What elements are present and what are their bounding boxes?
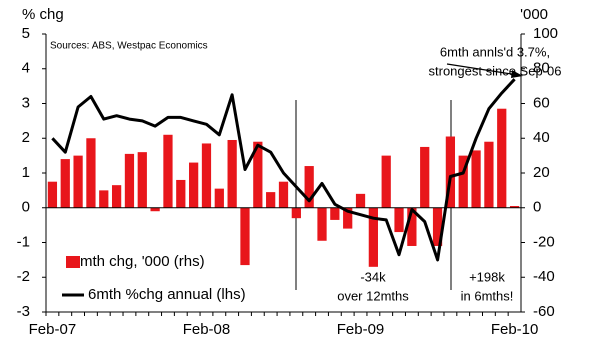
x-tick-label: Feb-07 [29,321,77,338]
bar [394,207,404,233]
annotation: over 12mths [337,288,409,303]
source: Sources: ABS, Westpac Economics [50,41,208,52]
bar [253,141,263,208]
bar [189,162,199,208]
y2-tick-label: -60 [533,303,555,320]
y2-tick-label: -40 [533,268,555,285]
bar [420,146,430,208]
y2-tick-label: 80 [533,60,550,77]
bar [355,193,366,208]
annotation: 6mth annls'd 3.7%, [440,44,550,59]
bar [73,155,83,208]
bar [124,153,135,208]
bar [407,207,417,246]
y2-tick-label: 0 [533,199,541,216]
y-tick-label: 5 [22,25,30,42]
y2-tick-label: 100 [533,25,558,42]
y-tick-label: 4 [22,60,30,77]
bar [278,181,289,208]
legend-label: 6mth %chg annual (lhs) [88,286,246,303]
bar [111,185,122,208]
bar [304,166,314,208]
y-tick-label: -3 [17,303,30,320]
legend-swatch [66,256,80,268]
line [51,78,516,262]
y2-tick-label: 20 [533,164,550,181]
y-tick-label: 2 [22,129,30,146]
bar [484,141,494,208]
y2-tick-label: -20 [533,233,555,250]
bar [330,207,340,220]
bar [445,136,456,208]
bar [317,207,327,241]
bar [60,159,70,208]
bar [214,188,224,208]
bar [176,179,186,208]
y-axis-label: % chg [22,6,64,23]
y2-axis-label: '000 [520,6,548,23]
annotation-arrow [446,63,519,76]
legend-label: mth chg, '000 (rhs) [80,253,205,270]
bar [163,134,173,208]
x-tick-label: Feb-09 [337,321,385,338]
bar [137,152,147,208]
bar [227,139,237,208]
bar [432,207,443,246]
bar [99,190,109,208]
y2-tick-label: 60 [533,94,550,111]
bar [201,143,212,208]
y-tick-label: 3 [22,94,30,111]
bar [368,207,378,267]
bar [291,207,301,219]
bar [497,108,507,208]
bar [266,192,276,208]
bar [471,150,481,208]
arrow-head [511,70,523,78]
x-tick-label: Feb-10 [491,321,539,338]
y-tick-label: -2 [17,268,30,285]
y2-tick-label: 40 [533,129,550,146]
bar [458,155,468,208]
bar [343,207,353,229]
y-tick-label: 0 [22,199,30,216]
bar [240,207,250,266]
y-tick-label: -1 [17,233,30,250]
bar [150,207,160,212]
bar [47,181,58,208]
annotation: +198k [469,269,505,284]
bar [509,206,520,208]
x-tick-label: Feb-08 [183,321,231,338]
annotation: in 6mths! [461,288,514,303]
annotation: -34k [360,269,386,284]
bar [381,155,391,208]
bar [86,138,96,208]
y-tick-label: 1 [22,164,30,181]
